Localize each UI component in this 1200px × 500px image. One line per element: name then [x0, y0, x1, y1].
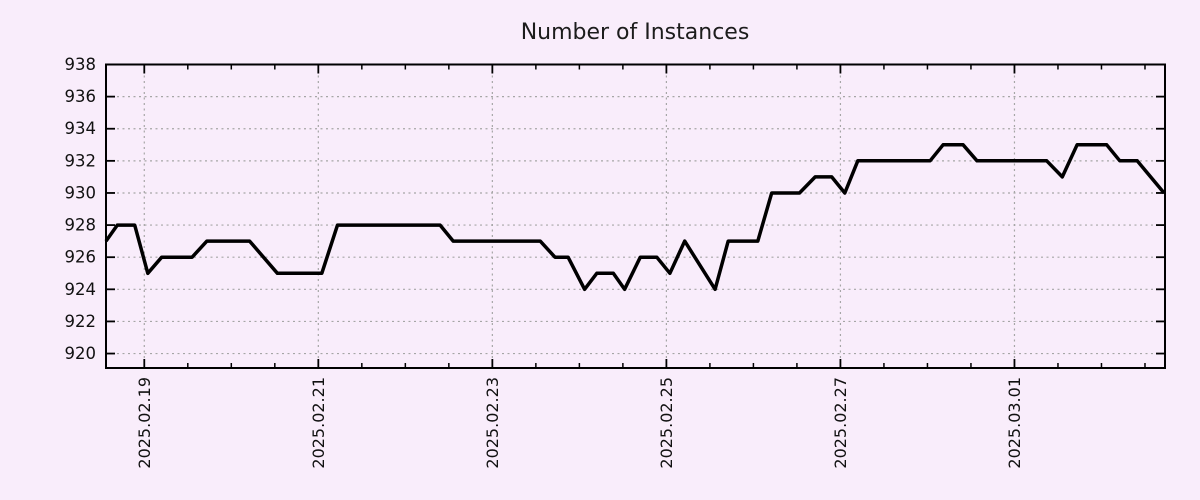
y-tick-label: 922 — [65, 312, 97, 331]
y-tick-label: 938 — [65, 55, 97, 74]
label-layer: 920 922 924 926 928 930 932 934 936 938 2025.02.19… — [65, 55, 1024, 469]
series-layer — [104, 143, 1166, 292]
y-tick-label: 920 — [65, 344, 97, 363]
axis-layer — [105, 63, 1166, 369]
x-tick-label: 2025.02.23 — [483, 377, 502, 469]
x-tick-label: 2025.03.01 — [1005, 377, 1024, 469]
y-tick-label: 934 — [65, 119, 97, 138]
plot-border — [105, 63, 1166, 369]
grid-layer — [106, 64, 1165, 368]
y-tick-label: 926 — [65, 248, 97, 267]
y-tick-label: 932 — [65, 151, 97, 170]
y-tick-label: 928 — [65, 216, 97, 235]
x-tick-label: 2025.02.19 — [135, 377, 154, 469]
chart-title: Number of Instances — [521, 20, 750, 45]
y-tick-label: 930 — [65, 183, 97, 202]
x-tick-label: 2025.02.27 — [831, 377, 850, 469]
x-tick-label: 2025.02.21 — [309, 377, 328, 469]
x-tick-label: 2025.02.25 — [657, 377, 676, 469]
y-tick-label: 936 — [65, 87, 97, 106]
y-tick-label: 924 — [65, 280, 97, 299]
data-line-instances — [104, 143, 1166, 292]
